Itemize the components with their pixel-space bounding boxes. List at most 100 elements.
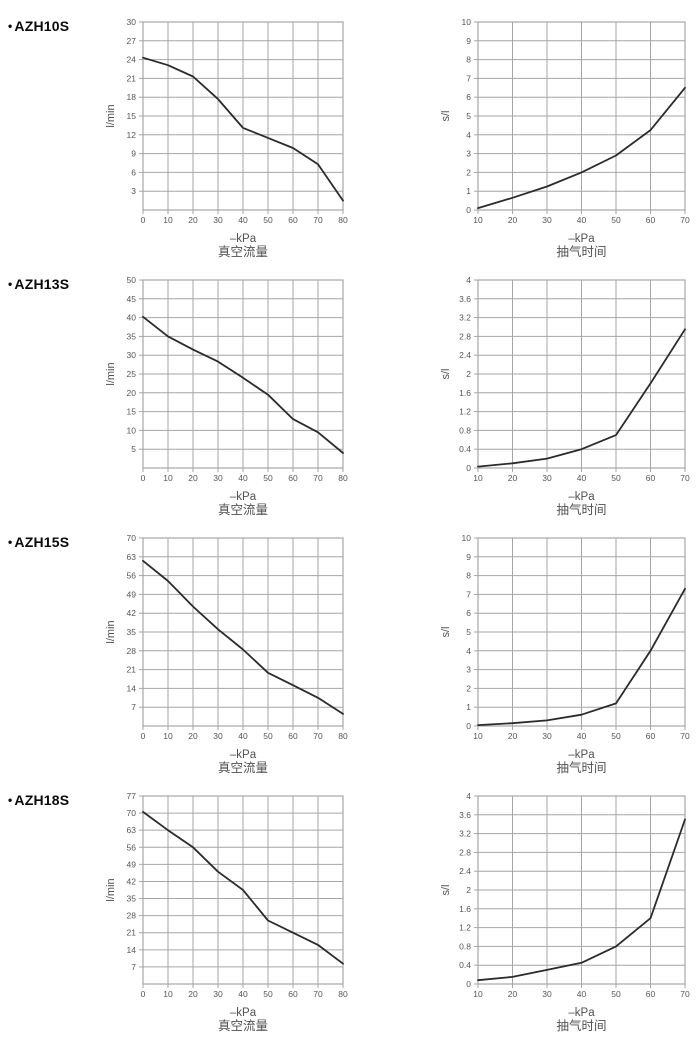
- svg-text:12: 12: [127, 130, 137, 140]
- svg-text:70: 70: [680, 473, 690, 483]
- tick-marks: [474, 795, 686, 988]
- data-curve: [142, 559, 344, 715]
- svg-text:1: 1: [466, 186, 471, 196]
- model-label: • AZH15S: [8, 534, 69, 550]
- svg-text:10: 10: [163, 989, 173, 999]
- svg-text:14: 14: [127, 945, 137, 955]
- chart-title: 真空流量: [218, 1019, 268, 1032]
- svg-text:0.4: 0.4: [459, 960, 471, 970]
- svg-text:1.2: 1.2: [459, 923, 471, 933]
- data-curve: [142, 810, 344, 965]
- svg-text:40: 40: [238, 215, 248, 225]
- svg-text:70: 70: [680, 731, 690, 741]
- model-name: AZH15S: [14, 534, 70, 550]
- x-axis-label: –kPa: [230, 749, 257, 761]
- svg-text:10: 10: [473, 473, 483, 483]
- svg-text:4: 4: [466, 275, 471, 285]
- grid-lines: [477, 279, 686, 469]
- x-axis-label: –kPa: [568, 491, 595, 503]
- svg-text:20: 20: [508, 215, 518, 225]
- x-axis-label: –kPa: [568, 233, 595, 245]
- chart-title: 真空流量: [218, 503, 268, 516]
- svg-text:56: 56: [127, 842, 137, 852]
- x-tick-labels: 10 20 30 40 50 60 70: [473, 731, 690, 741]
- svg-text:3: 3: [466, 149, 471, 159]
- svg-text:27: 27: [127, 36, 137, 46]
- evacuation-time-chart: 0 1 2 3 4 5 6 7 8 9 10 10 20 30 40 50 60 70 s/l –kPa 抽气时间: [433, 526, 695, 779]
- tick-marks: [139, 21, 344, 214]
- y-tick-labels: 5 10 15 20 25 30 35 40 45 50: [127, 275, 137, 454]
- y-axis-label: l/min: [105, 878, 117, 901]
- model-label: • AZH10S: [8, 18, 69, 34]
- x-tick-labels: 0 10 20 30 40 50 60 70 80: [141, 473, 348, 483]
- evacuation-time-chart: 0 0.4 0.8 1.2 1.6 2 2.4 2.8 3.2 3.6 4 10 20 30 40 50 60 7…: [433, 784, 695, 1037]
- svg-text:35: 35: [127, 331, 137, 341]
- svg-text:0: 0: [466, 721, 471, 731]
- svg-text:1: 1: [466, 702, 471, 712]
- svg-text:10: 10: [473, 215, 483, 225]
- svg-text:35: 35: [127, 627, 137, 637]
- svg-text:21: 21: [127, 928, 137, 938]
- svg-text:70: 70: [313, 215, 323, 225]
- svg-text:30: 30: [542, 731, 552, 741]
- y-tick-labels: 0 0.4 0.8 1.2 1.6 2 2.4 2.8 3.2 3.6 4: [459, 791, 471, 989]
- svg-text:60: 60: [646, 731, 656, 741]
- y-axis-label: s/l: [440, 885, 452, 896]
- x-axis-label: –kPa: [230, 1007, 257, 1019]
- grid-lines: [142, 537, 344, 727]
- svg-text:0: 0: [466, 979, 471, 989]
- x-tick-labels: 0 10 20 30 40 50 60 70 80: [141, 215, 348, 225]
- bullet-icon: •: [8, 535, 13, 549]
- y-axis-label: s/l: [440, 111, 452, 122]
- svg-text:30: 30: [542, 215, 552, 225]
- model-label: • AZH13S: [8, 276, 69, 292]
- x-tick-labels: 10 20 30 40 50 60 70: [473, 473, 690, 483]
- svg-text:10: 10: [163, 215, 173, 225]
- grid-lines: [142, 279, 344, 469]
- svg-text:50: 50: [611, 215, 621, 225]
- vacuum-flow-chart-svg: 5 10 15 20 25 30 35 40 45 50 0 10 20 30 40 50 60 70 80 l/mi…: [105, 275, 348, 517]
- tick-marks: [139, 537, 344, 730]
- svg-text:35: 35: [127, 894, 137, 904]
- svg-text:3: 3: [466, 665, 471, 675]
- svg-text:60: 60: [646, 473, 656, 483]
- svg-text:50: 50: [263, 473, 273, 483]
- chart-title: 抽气时间: [556, 502, 606, 516]
- x-axis-label: –kPa: [568, 749, 595, 761]
- svg-text:20: 20: [188, 473, 198, 483]
- svg-text:80: 80: [338, 473, 348, 483]
- svg-text:20: 20: [188, 731, 198, 741]
- svg-text:50: 50: [263, 215, 273, 225]
- svg-text:7: 7: [131, 962, 136, 972]
- svg-text:40: 40: [577, 989, 587, 999]
- svg-text:70: 70: [313, 989, 323, 999]
- svg-text:40: 40: [238, 731, 248, 741]
- evacuation-time-chart-svg: 0 0.4 0.8 1.2 1.6 2 2.4 2.8 3.2 3.6 4 10 20 30 40 50 60 7…: [440, 275, 690, 517]
- svg-text:20: 20: [508, 731, 518, 741]
- grid-lines: [477, 795, 686, 985]
- svg-text:30: 30: [213, 731, 223, 741]
- svg-text:6: 6: [131, 167, 136, 177]
- svg-text:2: 2: [466, 369, 471, 379]
- svg-text:10: 10: [473, 731, 483, 741]
- svg-text:7: 7: [466, 73, 471, 83]
- svg-text:70: 70: [127, 533, 137, 543]
- svg-text:21: 21: [127, 73, 137, 83]
- svg-text:1.6: 1.6: [459, 388, 471, 398]
- svg-text:20: 20: [188, 989, 198, 999]
- svg-text:9: 9: [466, 552, 471, 562]
- grid-lines: [142, 21, 344, 211]
- svg-text:2.8: 2.8: [459, 331, 471, 341]
- svg-text:40: 40: [577, 473, 587, 483]
- svg-text:70: 70: [313, 731, 323, 741]
- svg-text:0: 0: [141, 731, 146, 741]
- section-azh13s: • AZH13S 5 10 15 20 25 30 35 40 45 50 0 10 20 30 40 50 60…: [0, 258, 700, 517]
- svg-text:30: 30: [213, 215, 223, 225]
- x-tick-labels: 10 20 30 40 50 60 70: [473, 989, 690, 999]
- svg-text:49: 49: [127, 589, 137, 599]
- svg-text:10: 10: [127, 425, 137, 435]
- svg-text:0: 0: [466, 205, 471, 215]
- chart-title: 真空流量: [218, 245, 268, 258]
- model-name: AZH13S: [14, 276, 70, 292]
- svg-text:60: 60: [646, 989, 656, 999]
